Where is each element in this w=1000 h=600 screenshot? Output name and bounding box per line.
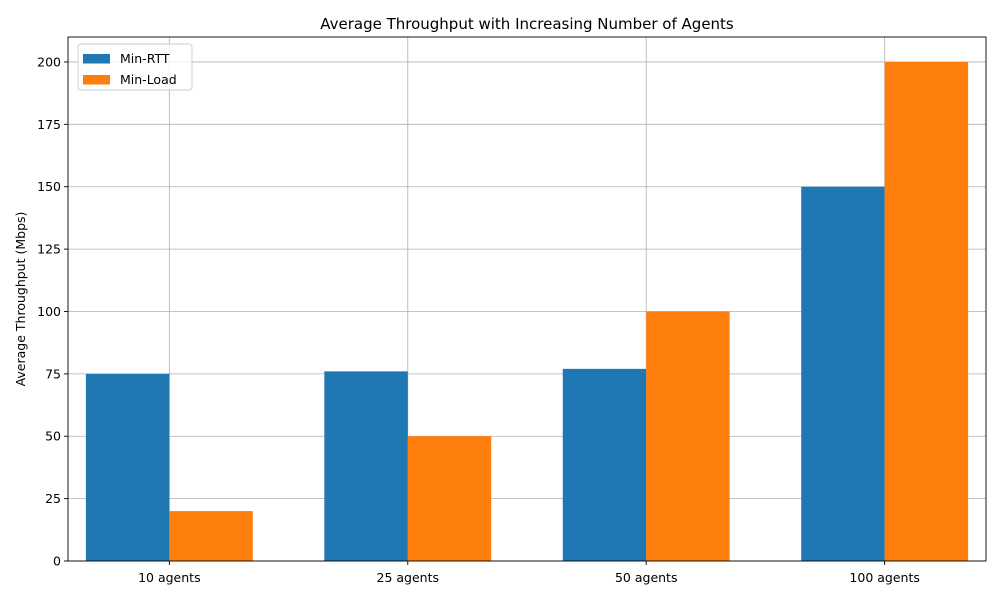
bar-min-rtt-2 xyxy=(562,368,647,561)
legend-label-min-load: Min-Load xyxy=(120,72,177,87)
bars-layer xyxy=(85,61,969,561)
chart-title: Average Throughput with Increasing Numbe… xyxy=(320,15,734,33)
bar-min-load-1 xyxy=(407,436,492,561)
y-tick-label: 25 xyxy=(45,491,61,506)
bar-min-rtt-1 xyxy=(324,371,408,561)
bar-min-load-2 xyxy=(646,311,730,561)
y-tick-label: 200 xyxy=(37,54,61,69)
x-tick-label: 25 agents xyxy=(377,570,440,585)
bar-min-rtt-3 xyxy=(801,186,885,561)
x-tick-label: 10 agents xyxy=(138,570,201,585)
y-tick-label: 150 xyxy=(37,179,61,194)
axes-layer: 0 25 50 75 100 125 150 175 200 10 agents 25 agents… xyxy=(37,36,987,585)
y-tick-label: 0 xyxy=(53,554,61,569)
y-tick-label: 175 xyxy=(37,117,61,132)
bar-min-load-3 xyxy=(884,61,969,561)
y-tick-label: 100 xyxy=(37,304,61,319)
y-tick-label: 50 xyxy=(45,429,61,444)
plot-frame xyxy=(67,36,987,562)
legend-label-min-rtt: Min-RTT xyxy=(120,51,170,66)
bar-min-load-0 xyxy=(169,511,253,561)
legend: Min-RTT Min-Load xyxy=(77,43,193,91)
y-tick-label: 75 xyxy=(45,366,61,381)
bar-min-rtt-0 xyxy=(85,373,170,561)
y-axis-label: Average Throughput (Mbps) xyxy=(13,212,28,387)
x-tick-label: 100 agents xyxy=(849,570,919,585)
legend-swatch-min-load xyxy=(83,75,110,85)
x-tick-label: 50 agents xyxy=(615,570,678,585)
legend-swatch-min-rtt xyxy=(83,54,110,64)
y-tick-label: 125 xyxy=(37,242,61,257)
